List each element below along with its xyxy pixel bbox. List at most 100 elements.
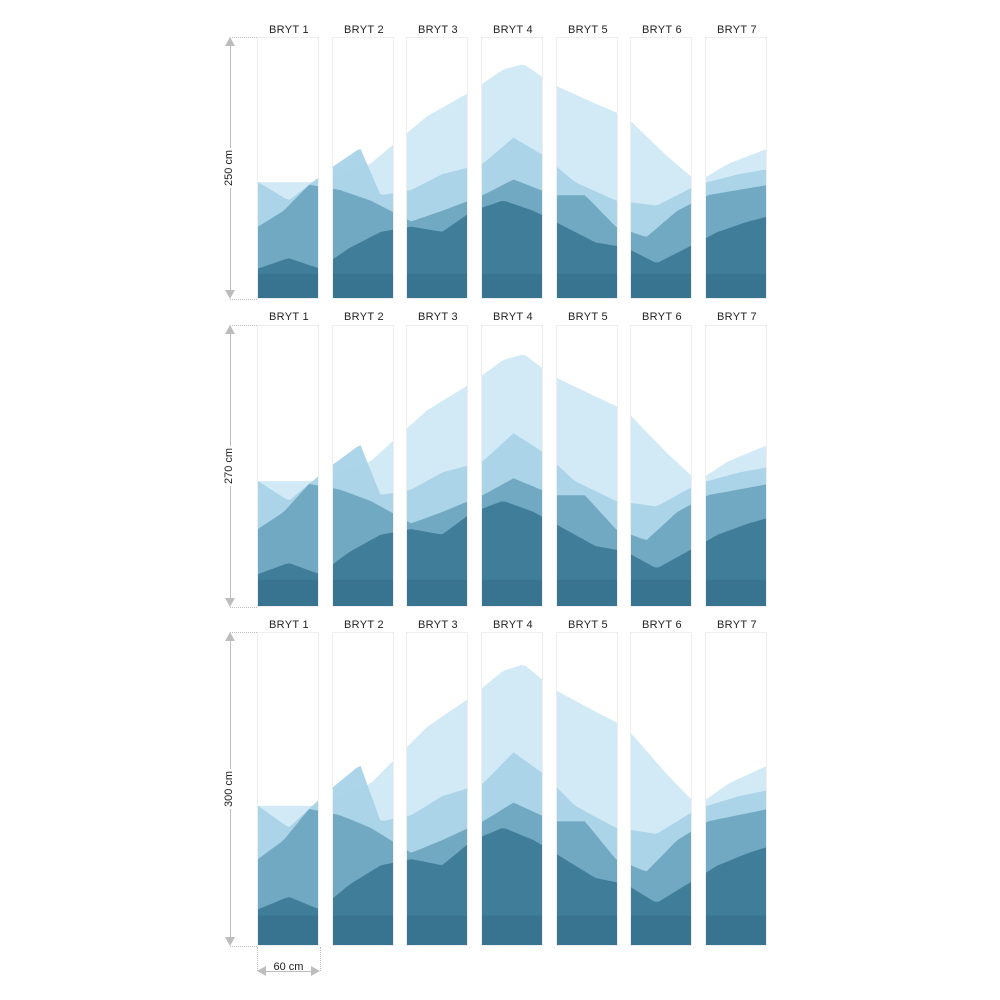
base-shade (258, 579, 318, 606)
panel-bryt-3 (406, 632, 468, 946)
height-label: 300 cm (223, 768, 235, 809)
panel-bryt-2 (332, 37, 394, 299)
width-label: 60 cm (273, 961, 304, 973)
base-shade (482, 915, 542, 945)
panel-bryt-7 (705, 37, 767, 299)
mountain-artwork (407, 93, 467, 298)
deep-ridge (482, 828, 542, 945)
mountain-artwork (631, 733, 691, 945)
deep-ridge (631, 549, 691, 606)
panel-label: BRYT 6 (642, 619, 682, 631)
mountain-artwork (557, 86, 617, 298)
deep-ridge (706, 518, 766, 606)
deep-ridge (631, 881, 691, 945)
base-shade (407, 273, 467, 298)
panel-bryt-6 (630, 37, 692, 299)
panel-bryt-7 (705, 325, 767, 607)
mountain-artwork (258, 800, 318, 945)
base-shade (407, 579, 467, 606)
panel-label: BRYT 2 (344, 24, 384, 36)
dimension-guide (230, 325, 257, 326)
mountain-artwork (482, 354, 542, 606)
dimension-guide (230, 632, 257, 633)
panel-bryt-3 (406, 325, 468, 607)
arrow-down-icon (225, 598, 235, 607)
mountain-artwork (482, 64, 542, 298)
arrow-down-icon (225, 290, 235, 299)
base-shade (482, 273, 542, 298)
mountain-artwork (631, 121, 691, 298)
panel-label: BRYT 3 (418, 311, 458, 323)
dimension-guide (230, 607, 257, 608)
dimension-guide (230, 946, 257, 947)
base-shade (557, 273, 617, 298)
deep-ridge (631, 245, 691, 298)
arrow-up-icon (225, 632, 235, 641)
base-shade (333, 579, 393, 606)
deep-ridge (482, 501, 542, 606)
panel-bryt-3 (406, 37, 468, 299)
base-shade (333, 915, 393, 945)
panel-bryt-1 (257, 632, 319, 946)
base-shade (706, 915, 766, 945)
mountain-artwork (258, 177, 318, 298)
mountain-artwork (482, 665, 542, 945)
base-shade (631, 915, 691, 945)
deep-ridge (557, 854, 617, 945)
deep-ridge (407, 516, 467, 606)
panel-label: BRYT 5 (568, 24, 608, 36)
deep-ridge (407, 214, 467, 298)
deep-ridge (333, 532, 393, 606)
panel-bryt-6 (630, 325, 692, 607)
mountain-artwork (258, 476, 318, 606)
base-shade (482, 579, 542, 606)
panel-bryt-7 (705, 632, 767, 946)
panel-bryt-1 (257, 37, 319, 299)
panel-label: BRYT 6 (642, 24, 682, 36)
height-label: 250 cm (223, 147, 235, 188)
base-shade (258, 915, 318, 945)
base-shade (706, 273, 766, 298)
panel-bryt-4 (481, 37, 543, 299)
deep-ridge (557, 524, 617, 606)
panel-label: BRYT 4 (493, 311, 533, 323)
base-shade (258, 273, 318, 298)
deep-ridge (333, 229, 393, 298)
panel-label: BRYT 7 (717, 619, 757, 631)
dimension-guide (320, 947, 321, 971)
deep-ridge (706, 216, 766, 298)
dimension-guide (257, 947, 258, 971)
panel-label: BRYT 3 (418, 24, 458, 36)
panel-bryt-1 (257, 325, 319, 607)
base-shade (631, 579, 691, 606)
panel-label: BRYT 6 (642, 311, 682, 323)
deep-ridge (258, 563, 318, 606)
mountain-artwork (333, 761, 393, 945)
mountain-artwork (557, 690, 617, 945)
deep-ridge (258, 258, 318, 298)
mountain-artwork (557, 378, 617, 606)
panel-label: BRYT 5 (568, 311, 608, 323)
dimension-guide (230, 299, 257, 300)
width-dimension-line (265, 971, 312, 972)
mountain-artwork (407, 385, 467, 606)
arrow-up-icon (225, 325, 235, 334)
base-shade (557, 579, 617, 606)
panel-label: BRYT 7 (717, 311, 757, 323)
arrow-down-icon (225, 937, 235, 946)
panel-label: BRYT 3 (418, 619, 458, 631)
panel-label: BRYT 4 (493, 24, 533, 36)
height-label: 270 cm (223, 445, 235, 486)
panel-label: BRYT 1 (269, 311, 309, 323)
mountain-artwork (706, 149, 766, 298)
base-shade (333, 273, 393, 298)
base-shade (706, 579, 766, 606)
deep-ridge (482, 201, 542, 298)
arrow-up-icon (225, 37, 235, 46)
deep-ridge (407, 844, 467, 945)
panel-label: BRYT 2 (344, 619, 384, 631)
base-shade (407, 915, 467, 945)
deep-ridge (706, 847, 766, 945)
mountain-artwork (706, 445, 766, 606)
panel-label: BRYT 7 (717, 24, 757, 36)
